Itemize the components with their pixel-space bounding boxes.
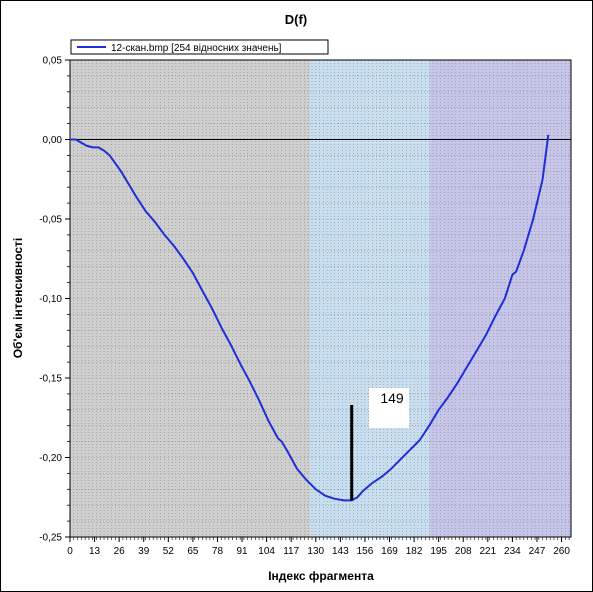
y-axis-title: Об'єм інтенсивності xyxy=(11,238,25,359)
minimum-label-box xyxy=(369,388,409,428)
legend-box xyxy=(70,39,329,55)
x-tick-label: 247 xyxy=(529,546,546,557)
x-tick-label: 208 xyxy=(455,546,472,557)
x-tick-label: 65 xyxy=(187,546,199,557)
background-band-2 xyxy=(429,60,571,537)
x-tick-label: 234 xyxy=(504,546,521,557)
x-tick-label: 52 xyxy=(163,546,175,557)
y-tick-label: 0,00 xyxy=(43,135,63,146)
x-tick-label: 78 xyxy=(212,546,224,557)
x-tick-label: 104 xyxy=(258,546,275,557)
minimum-label: 149 xyxy=(380,390,404,406)
legend: 12-скан.bmp [254 відносних значень] xyxy=(70,39,329,55)
x-tick-label: 117 xyxy=(283,546,299,557)
legend-label: 12-скан.bmp [254 відносних значень] xyxy=(111,43,282,54)
x-axis-ticks: 0 13 26 39 52 65 78 91 104 117 130 143 156 169 182 195 2… xyxy=(67,537,570,557)
x-tick-label: 26 xyxy=(114,546,126,557)
x-tick-label: 182 xyxy=(406,546,423,557)
y-tick-label: -0,20 xyxy=(39,453,62,464)
y-axis-ticks: 0,05 0,00 -0,05 -0,10 -0,15 -0,20 -0,25 xyxy=(39,56,70,544)
chart-title: D(f) xyxy=(285,12,307,27)
y-tick-label: -0,05 xyxy=(39,215,62,226)
x-tick-label: 0 xyxy=(67,546,73,557)
x-tick-label: 260 xyxy=(553,546,570,557)
series-group xyxy=(70,134,550,502)
x-tick-label: 39 xyxy=(138,546,150,557)
x-tick-label: 130 xyxy=(307,546,324,557)
y-tick-label: 0,05 xyxy=(43,56,63,67)
x-tick-label: 91 xyxy=(236,546,248,557)
background-band-1 xyxy=(310,60,430,537)
x-tick-label: 156 xyxy=(357,546,374,557)
x-axis-title: Індекс фрагмента xyxy=(268,569,374,583)
x-tick-label: 221 xyxy=(479,546,496,557)
y-tick-label: -0,10 xyxy=(39,294,62,305)
x-tick-label: 143 xyxy=(332,546,349,557)
x-tick-label: 13 xyxy=(89,546,101,557)
y-tick-label: -0,15 xyxy=(39,374,62,385)
marker-group: 149 xyxy=(350,388,409,501)
x-tick-label: 169 xyxy=(381,546,398,557)
series-line-0 xyxy=(70,134,550,502)
y-tick-label: -0,25 xyxy=(39,533,62,544)
x-tick-label: 195 xyxy=(430,546,447,557)
